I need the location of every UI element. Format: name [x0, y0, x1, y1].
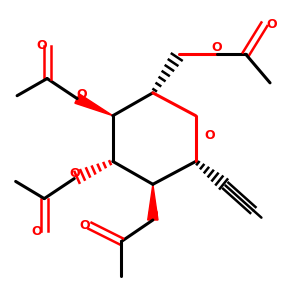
Polygon shape [148, 184, 158, 220]
Polygon shape [75, 94, 113, 116]
Text: O: O [76, 88, 87, 101]
Text: O: O [212, 41, 223, 55]
Text: O: O [148, 208, 158, 221]
Text: O: O [266, 18, 277, 31]
Text: O: O [79, 219, 90, 232]
Text: O: O [205, 129, 215, 142]
Text: O: O [36, 39, 47, 52]
Text: O: O [32, 225, 42, 238]
Text: O: O [69, 167, 80, 180]
